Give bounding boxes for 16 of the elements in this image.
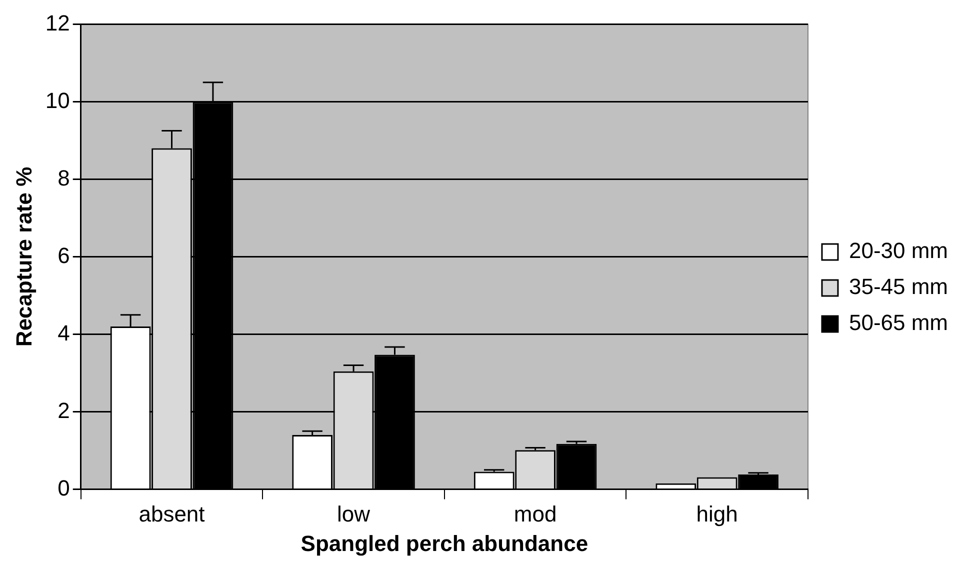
y-tick-label: 6 bbox=[58, 242, 70, 268]
x-tick-label: low bbox=[337, 501, 370, 526]
y-tick-label: 12 bbox=[45, 10, 70, 36]
x-tick-label: high bbox=[696, 501, 738, 526]
x-tick-label: mod bbox=[514, 501, 557, 526]
x-tick-label: absent bbox=[138, 501, 205, 526]
y-tick-label: 10 bbox=[45, 88, 70, 113]
y-tick-label: 4 bbox=[58, 320, 70, 346]
legend-label: 35-45 mm bbox=[848, 274, 948, 300]
x-axis-title: Spangled perch abundance bbox=[300, 530, 588, 556]
y-tick-label: 8 bbox=[58, 165, 70, 190]
y-tick-label: 0 bbox=[58, 475, 70, 500]
legend-label: 50-65 mm bbox=[848, 310, 948, 336]
y-axis-title: Recapture rate % bbox=[11, 166, 36, 347]
legend-label: 20-30 mm bbox=[848, 238, 948, 264]
y-tick-label: 2 bbox=[58, 398, 70, 423]
